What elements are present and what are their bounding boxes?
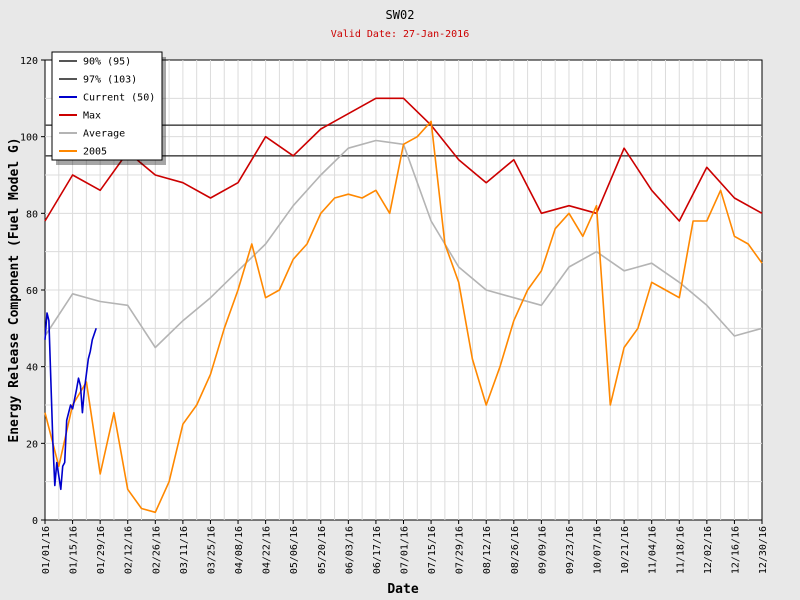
y-tick-label: 80 [26, 209, 38, 220]
legend-items: 90% (95) 97% (103) Current (50) Max Average 2… [59, 57, 155, 158]
x-tick-label: 10/07/16 [593, 526, 604, 574]
x-tick-label: 10/21/16 [620, 526, 631, 574]
x-tick-label: 07/29/16 [455, 526, 466, 574]
legend-label: 90% (95) [83, 57, 131, 68]
y-tick-label: 0 [32, 516, 38, 527]
x-tick-label: 08/26/16 [510, 526, 521, 574]
legend-label: 2005 [83, 147, 107, 158]
x-tick-label: 05/06/16 [289, 526, 300, 574]
chart-title: SW02 [386, 8, 415, 22]
y-axis-label: Energy Release Component (Fuel Model G) [7, 137, 22, 442]
x-tick-label: 04/08/16 [234, 526, 245, 574]
x-tick-label: 09/09/16 [537, 526, 548, 574]
x-tick-label: 04/22/16 [262, 526, 273, 574]
legend-box [51, 51, 163, 161]
series-lines [44, 97, 763, 514]
x-tick-label: 03/11/16 [179, 526, 190, 574]
x-tick-label: 03/25/16 [206, 526, 217, 574]
x-tick-label: 08/12/16 [482, 526, 493, 574]
y-tick-label: 40 [26, 363, 38, 374]
legend-label: 97% (103) [83, 75, 137, 86]
x-tick-label: 06/17/16 [372, 526, 383, 574]
x-tick-label: 12/30/16 [758, 526, 769, 574]
x-tick-label: 11/18/16 [675, 526, 686, 574]
y-tick-label: 120 [20, 56, 38, 67]
series-line [44, 312, 97, 491]
legend-label: Average [83, 129, 125, 140]
x-tick-label: 01/29/16 [96, 526, 107, 574]
x-tick-label: 11/04/16 [648, 526, 659, 574]
legend-label: Current (50) [83, 93, 155, 104]
y-tick-label: 60 [26, 286, 38, 297]
x-axis-label: Date [387, 582, 418, 597]
x-tick-label: 02/26/16 [151, 526, 162, 574]
grid [45, 60, 762, 520]
y-axis-ticks: 0 20 40 60 80 100 120 [20, 56, 45, 527]
x-tick-label: 07/15/16 [427, 526, 438, 574]
y-tick-label: 20 [26, 439, 38, 450]
series-line [44, 97, 763, 222]
chart-subtitle: Valid Date: 27-Jan-2016 [331, 29, 469, 40]
x-axis-ticks: 01/01/16 01/15/16 01/29/16 02/12/16 02/26/16… [41, 520, 769, 574]
x-tick-label: 02/12/16 [124, 526, 135, 574]
legend-label: Max [83, 111, 101, 122]
series-line [44, 120, 763, 514]
x-tick-label: 09/23/16 [565, 526, 576, 574]
x-tick-label: 12/02/16 [703, 526, 714, 574]
x-tick-label: 05/20/16 [317, 526, 328, 574]
y-tick-label: 100 [20, 133, 38, 144]
x-tick-label: 06/03/16 [344, 526, 355, 574]
x-tick-label: 01/15/16 [69, 526, 80, 574]
reference-lines [45, 124, 762, 157]
x-tick-label: 01/01/16 [41, 526, 52, 574]
legend: 90% (95) 97% (103) Current (50) Max Average 2… [51, 51, 166, 165]
x-tick-label: 07/01/16 [400, 526, 411, 574]
x-tick-label: 12/16/16 [730, 526, 741, 574]
